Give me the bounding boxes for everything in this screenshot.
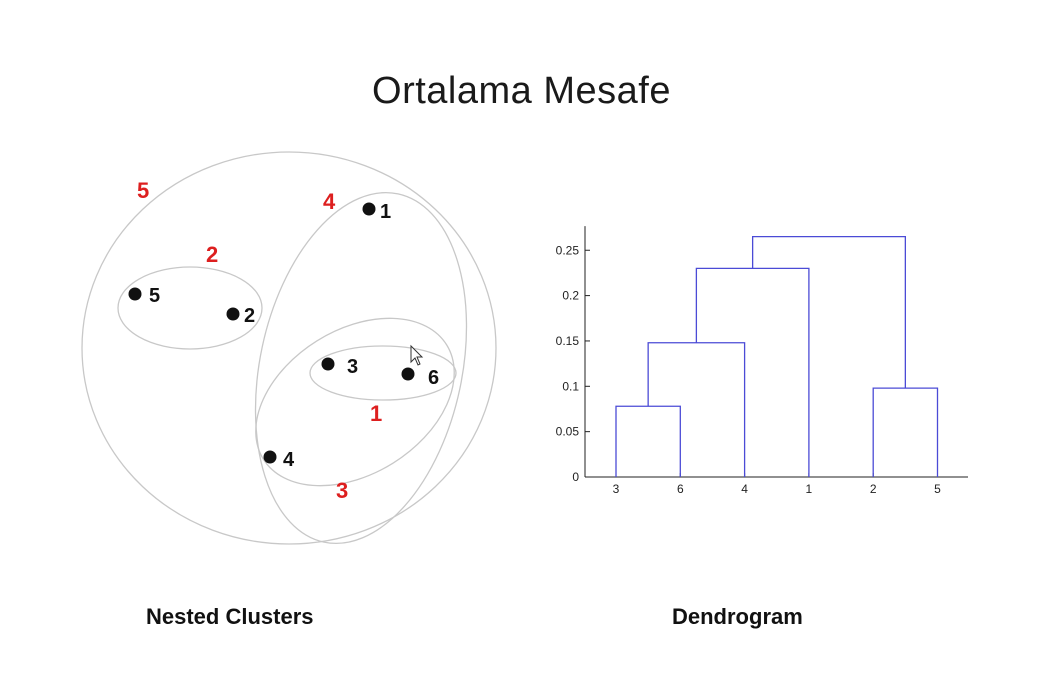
point-6-marker [401,367,415,381]
dendrogram-chart: 0 0.05 0.1 0.15 0.2 0.25 3 6 4 1 2 5 [556,226,968,496]
cluster-5-label: 5 [137,178,149,203]
point-4-label: 4 [283,449,295,471]
x-tick-label: 6 [677,482,684,496]
dendrogram-link [872,387,939,477]
cluster-2-ellipse [117,266,263,350]
dendrogram-link [647,342,746,477]
dendrogram-link [695,267,810,477]
dendrogram-caption: Dendrogram [672,604,803,629]
point-2-label: 2 [244,305,255,327]
point-3-label: 3 [347,356,358,378]
nested-clusters-caption: Nested Clusters [146,604,314,629]
point-5-label: 5 [149,285,160,307]
point-5-marker [128,287,142,301]
point-1: 1 [362,201,391,223]
point-4: 4 [263,449,295,471]
point-2: 2 [226,305,255,327]
y-tick-label: 0 [572,470,579,484]
x-tick-label: 5 [934,482,941,496]
point-5: 5 [128,285,160,307]
cluster-2-label: 2 [206,242,218,267]
cluster-3-label: 3 [336,478,348,503]
dendrogram-link [615,405,681,477]
point-1-label: 1 [380,201,391,223]
cluster-4-label: 4 [323,189,336,214]
cluster-5-ellipse [81,151,497,545]
x-tick-label: 3 [613,482,620,496]
dendrogram-link [751,235,906,389]
y-tick-label: 0.15 [556,334,580,348]
page-title: Ortalama Mesafe [372,70,671,112]
x-tick-label: 2 [870,482,877,496]
point-1-marker [362,202,376,216]
point-2-marker [226,307,240,321]
cluster-1-label: 1 [370,401,382,426]
y-tick-label: 0.25 [556,243,580,257]
cluster-1-ellipse [309,345,457,401]
y-tick-label: 0.05 [556,425,580,439]
x-tick-label: 4 [741,482,748,496]
nested-clusters-diagram: 1 2 3 4 5 6 1 2 3 4 5 [81,151,497,545]
point-4-marker [263,450,277,464]
point-3-marker [321,357,335,371]
mouse-cursor-icon [410,344,424,366]
y-tick-label: 0.2 [562,289,579,303]
x-tick-label: 1 [806,482,813,496]
cluster-3-ellipse [255,317,455,487]
cluster-4-ellipse [254,191,468,545]
point-3: 3 [321,356,358,378]
point-6-label: 6 [428,367,439,389]
point-6: 6 [401,367,439,389]
y-tick-label: 0.1 [562,379,579,393]
